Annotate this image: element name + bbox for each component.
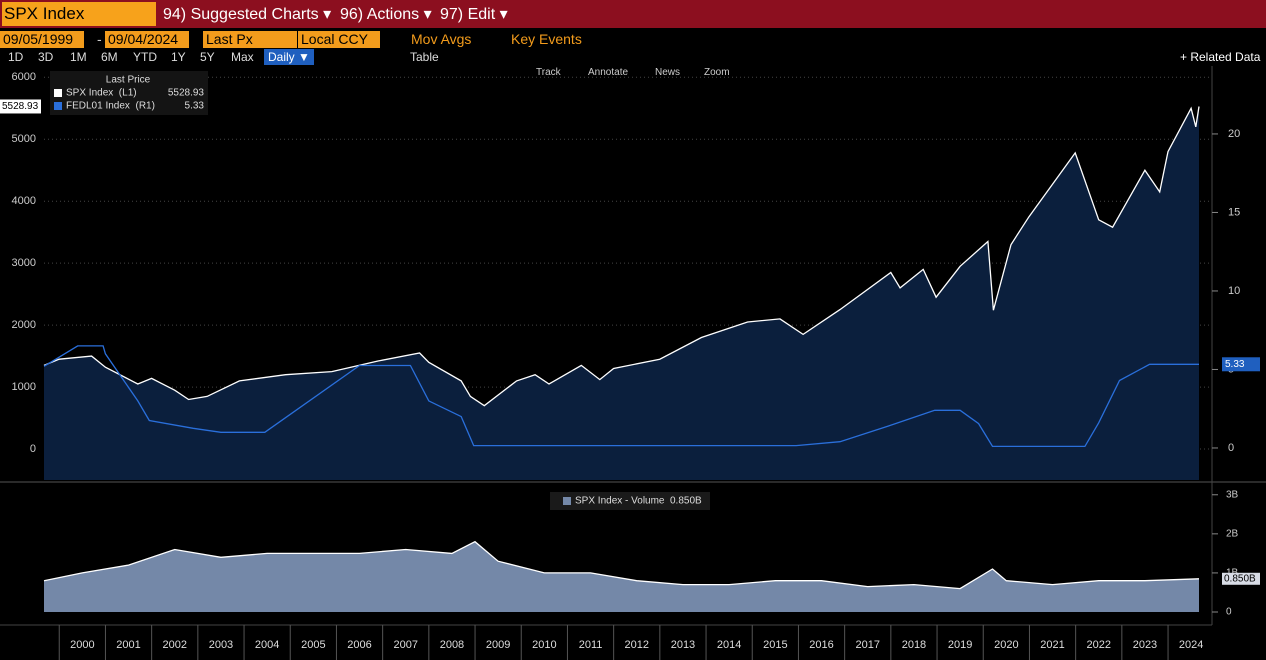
x-tick-label: 2011 [579, 639, 603, 651]
chart-tool[interactable]: Zoom [704, 67, 730, 78]
period-button[interactable]: 1D [8, 50, 24, 64]
x-tick-label: 2001 [116, 639, 140, 651]
period-button[interactable]: Max [231, 50, 254, 64]
currency[interactable]: Local CCY [298, 31, 380, 48]
y-tick-label: 3000 [12, 257, 36, 269]
frequency[interactable]: Daily ▼ [264, 49, 314, 65]
top-bar [0, 0, 1266, 28]
x-tick-label: 2009 [486, 639, 510, 651]
x-tick-label: 2002 [163, 639, 187, 651]
line [43, 106, 1200, 407]
x-tick-label: 2007 [394, 639, 418, 651]
x-tick-label: 2022 [1087, 639, 1111, 651]
y-tick-label: 4000 [12, 195, 36, 207]
y-tick-label: 6000 [12, 71, 36, 83]
x-tick-label: 2000 [70, 639, 94, 651]
x-tick-label: 2013 [671, 639, 695, 651]
area [44, 106, 1199, 480]
area [44, 541, 1199, 612]
x-tick-label: 2023 [1133, 639, 1157, 651]
legend-box [50, 71, 208, 115]
last-tag-label: 5.33 [1225, 359, 1245, 370]
legend-swatch [54, 102, 62, 110]
period-button[interactable]: 3D [38, 50, 54, 64]
period-button[interactable]: 1Y [171, 50, 186, 64]
menu-item[interactable]: 97) Edit ▾ [440, 6, 508, 23]
ticker[interactable]: SPX Index [2, 2, 156, 26]
legend-swatch [563, 497, 571, 505]
x-tick-label: 2004 [255, 639, 279, 651]
x-tick-label: 2014 [717, 639, 741, 651]
x-tick-label: 2008 [440, 639, 464, 651]
y-tick-label: 3B [1226, 489, 1239, 500]
last-tag [0, 99, 41, 114]
chart-tool[interactable]: Annotate [588, 67, 629, 78]
x-tick-label: 2019 [948, 639, 972, 651]
legend-label: SPX Index (L1) [66, 88, 137, 99]
menu-item[interactable]: 94) Suggested Charts ▾ [163, 6, 332, 23]
date-sep: - [97, 31, 102, 47]
x-tick-label: 2006 [347, 639, 371, 651]
volume-legend [550, 492, 710, 510]
related-data[interactable]: + Related Data [1180, 50, 1261, 64]
y-tick-label: 1000 [12, 381, 36, 393]
last-tag-label: 5528.93 [2, 101, 39, 112]
y2-tick-label: 20 [1228, 128, 1240, 140]
y-tick-label: 0 [30, 443, 36, 455]
chart-tool[interactable]: News [655, 67, 681, 78]
y2-tick-label: 10 [1228, 285, 1240, 297]
x-tick-label: 2003 [209, 639, 233, 651]
mov-avgs[interactable]: Mov Avgs [411, 31, 472, 47]
y-tick-label: 0 [1226, 607, 1232, 618]
period-button[interactable]: 5Y [200, 50, 215, 64]
volume-last: 0.850B [670, 496, 702, 507]
menu-item[interactable]: 96) Actions ▾ [340, 6, 432, 23]
x-tick-label: 2021 [1040, 639, 1064, 651]
x-tick-label: 2016 [809, 639, 833, 651]
chart-tool[interactable]: Track [536, 67, 561, 78]
last-tag-label: 0.850B [1224, 573, 1256, 584]
last-tag [1222, 357, 1260, 372]
line [43, 345, 1199, 448]
legend-value: 5528.93 [168, 88, 205, 99]
legend-title: Last Price [106, 75, 151, 86]
volume-title: SPX Index - Volume [575, 496, 665, 507]
legend-value: 5.33 [185, 101, 205, 112]
x-tick-label: 2024 [1179, 639, 1203, 651]
period-button[interactable]: 1M [70, 50, 87, 64]
last-tag [1222, 572, 1260, 585]
x-tick-label: 2012 [625, 639, 649, 651]
y-tick-label: 2B [1226, 528, 1239, 539]
x-tick-label: 2018 [902, 639, 926, 651]
y-tick-label: 2000 [12, 319, 36, 331]
x-tick-label: 2005 [301, 639, 325, 651]
legend-label: FEDL01 Index (R1) [66, 101, 155, 112]
x-tick-label: 2015 [763, 639, 787, 651]
x-tick-label: 2020 [994, 639, 1018, 651]
x-tick-label: 2010 [532, 639, 556, 651]
y2-tick-label: 15 [1228, 206, 1240, 218]
line [43, 540, 1200, 590]
table-button[interactable]: Table [410, 50, 439, 64]
start-date[interactable]: 09/05/1999 [0, 31, 84, 48]
end-date[interactable]: 09/04/2024 [105, 31, 189, 48]
period-button[interactable]: 6M [101, 50, 118, 64]
period-button[interactable]: YTD [133, 50, 157, 64]
y2-tick-label: 0 [1228, 442, 1234, 454]
key-events[interactable]: Key Events [511, 31, 582, 47]
field[interactable]: Last Px [203, 31, 297, 48]
legend-swatch [54, 89, 62, 97]
x-tick-label: 2017 [856, 639, 880, 651]
y-tick-label: 5000 [12, 133, 36, 145]
